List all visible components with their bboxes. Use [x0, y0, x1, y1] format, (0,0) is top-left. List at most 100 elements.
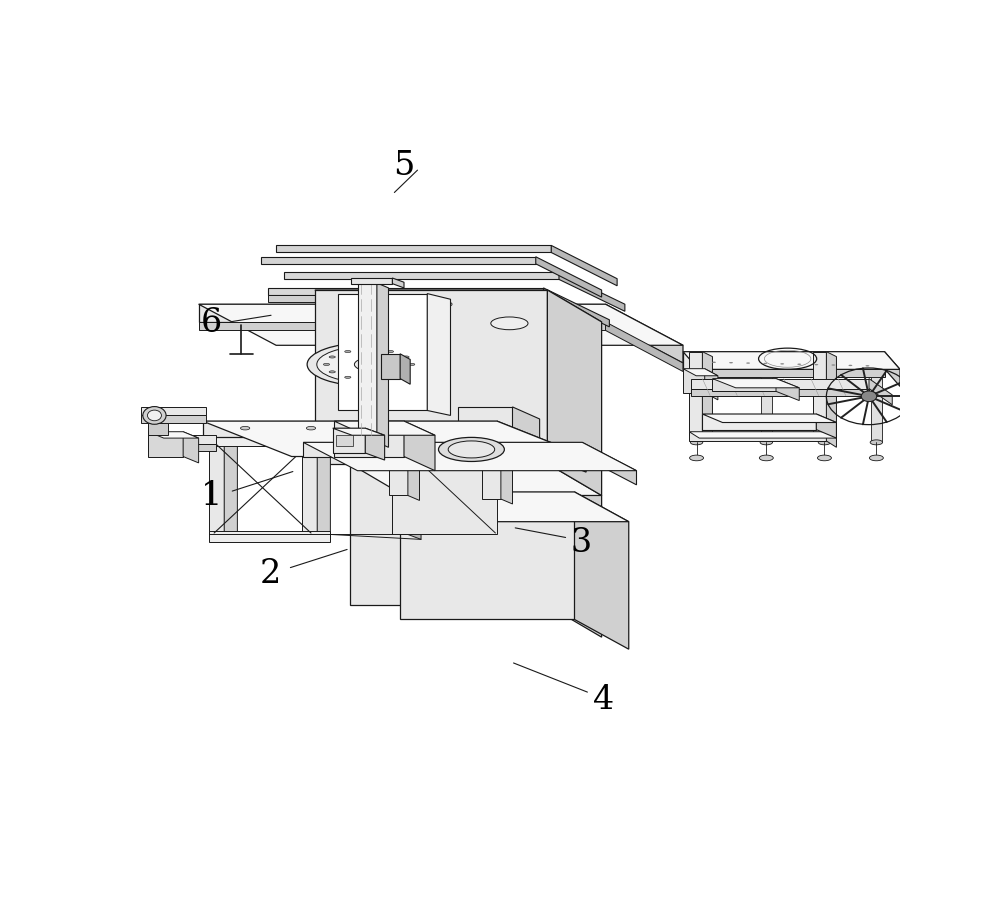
Polygon shape [702, 414, 836, 423]
Polygon shape [276, 246, 551, 254]
Polygon shape [199, 323, 606, 331]
Polygon shape [512, 407, 540, 469]
Polygon shape [689, 432, 836, 438]
Polygon shape [334, 422, 435, 436]
Polygon shape [224, 437, 237, 539]
Polygon shape [202, 422, 586, 457]
Ellipse shape [438, 438, 504, 462]
Polygon shape [826, 352, 836, 442]
Polygon shape [268, 289, 544, 296]
Ellipse shape [797, 364, 801, 366]
Polygon shape [683, 369, 705, 393]
Polygon shape [336, 436, 353, 447]
Polygon shape [148, 423, 168, 436]
Polygon shape [333, 428, 365, 453]
Ellipse shape [147, 411, 161, 421]
Ellipse shape [869, 456, 883, 461]
Ellipse shape [317, 346, 421, 383]
Polygon shape [497, 422, 586, 472]
Polygon shape [148, 432, 199, 438]
Polygon shape [350, 464, 547, 606]
Polygon shape [261, 257, 536, 265]
Polygon shape [813, 352, 826, 437]
Ellipse shape [143, 407, 166, 425]
Polygon shape [209, 531, 330, 542]
Polygon shape [683, 369, 718, 377]
Polygon shape [712, 380, 776, 391]
Polygon shape [400, 355, 410, 385]
Polygon shape [388, 457, 408, 496]
Ellipse shape [729, 363, 733, 364]
Text: 6: 6 [201, 307, 222, 338]
Ellipse shape [403, 371, 409, 373]
Polygon shape [202, 422, 497, 437]
Ellipse shape [329, 371, 335, 373]
Ellipse shape [861, 391, 877, 403]
Polygon shape [148, 432, 183, 457]
Polygon shape [544, 289, 609, 327]
Polygon shape [315, 290, 547, 464]
Polygon shape [885, 352, 900, 387]
Polygon shape [302, 437, 317, 535]
Ellipse shape [323, 364, 330, 366]
Ellipse shape [433, 301, 452, 308]
Polygon shape [377, 284, 388, 448]
Polygon shape [689, 432, 826, 441]
Polygon shape [871, 378, 882, 443]
Polygon shape [338, 294, 427, 411]
Polygon shape [826, 432, 836, 448]
Ellipse shape [746, 363, 750, 365]
Polygon shape [268, 296, 544, 302]
Polygon shape [400, 493, 629, 522]
Polygon shape [776, 380, 799, 401]
Ellipse shape [403, 357, 409, 358]
Ellipse shape [409, 364, 415, 366]
Polygon shape [199, 305, 683, 346]
Polygon shape [444, 305, 452, 361]
Polygon shape [606, 305, 683, 364]
Polygon shape [404, 422, 435, 471]
Polygon shape [209, 437, 224, 535]
Polygon shape [351, 278, 392, 284]
Ellipse shape [690, 440, 703, 446]
Polygon shape [458, 407, 512, 457]
Text: 3: 3 [570, 526, 591, 558]
Polygon shape [519, 324, 528, 424]
Polygon shape [869, 380, 892, 405]
Polygon shape [358, 284, 377, 443]
Ellipse shape [387, 377, 394, 379]
Ellipse shape [760, 440, 773, 446]
Polygon shape [381, 355, 400, 380]
Polygon shape [302, 436, 421, 441]
Polygon shape [433, 305, 444, 357]
Polygon shape [400, 493, 574, 619]
Polygon shape [209, 436, 330, 447]
Ellipse shape [240, 427, 250, 430]
Polygon shape [354, 365, 385, 457]
Polygon shape [199, 305, 606, 323]
Polygon shape [392, 436, 408, 535]
Polygon shape [427, 294, 450, 416]
Ellipse shape [345, 351, 351, 353]
Polygon shape [702, 352, 712, 441]
Ellipse shape [870, 440, 883, 446]
Ellipse shape [354, 357, 396, 372]
Polygon shape [683, 369, 885, 378]
Ellipse shape [712, 362, 716, 364]
Polygon shape [712, 380, 799, 389]
Polygon shape [582, 443, 637, 485]
Ellipse shape [866, 366, 869, 367]
Polygon shape [606, 323, 683, 372]
Polygon shape [183, 432, 199, 463]
Polygon shape [691, 389, 869, 396]
Polygon shape [482, 457, 501, 499]
Ellipse shape [448, 441, 495, 459]
Polygon shape [691, 380, 869, 389]
Polygon shape [385, 365, 396, 464]
Polygon shape [705, 369, 718, 401]
Polygon shape [140, 416, 206, 423]
Ellipse shape [387, 351, 394, 353]
Ellipse shape [818, 440, 831, 446]
Polygon shape [392, 278, 404, 289]
Polygon shape [689, 352, 702, 436]
